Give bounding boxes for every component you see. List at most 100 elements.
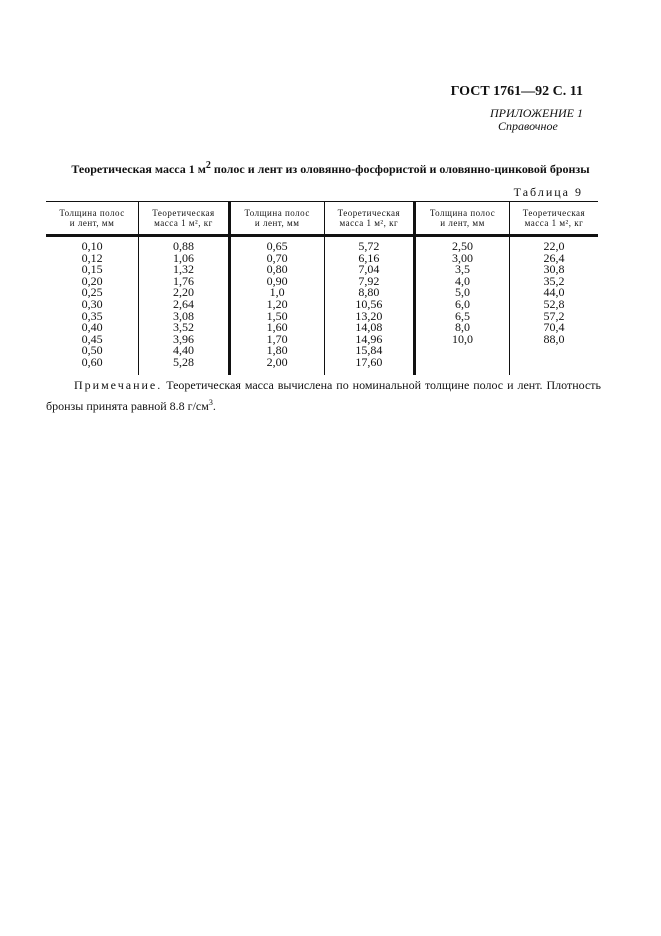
- table-value: 10,0: [452, 331, 474, 346]
- header-line: Теоретическая: [337, 208, 401, 218]
- table-value: 1,70: [266, 331, 288, 346]
- title-text: Теоретическая масса 1 м: [71, 162, 206, 176]
- table-value: 17,60: [355, 354, 383, 369]
- column-header: Теоретическая масса 1 м², кг: [138, 201, 231, 237]
- header-line: и лент, мм: [254, 218, 300, 228]
- table-value: 5,28: [172, 354, 194, 369]
- table-value: 14,96: [355, 331, 383, 346]
- table-value: 7,04: [358, 262, 380, 277]
- header-line: Толщина полос: [429, 208, 496, 218]
- table-value: 3,08: [172, 308, 194, 323]
- header-line: Толщина полос: [244, 208, 310, 218]
- column-header: Толщина полос и лент, мм: [229, 201, 325, 237]
- header-line: масса 1 м², кг: [524, 218, 584, 228]
- table-value: 0,10: [81, 239, 103, 253]
- column-header: Толщина полос и лент, мм: [46, 201, 140, 237]
- table-value: 88,0: [543, 331, 565, 346]
- column-cell: 0,88 1,06 1,32 1,76 2,20 2,64 3,08 3,52 3,96 4,40…: [138, 235, 231, 375]
- column-cell: 0,65 0,70 0,80 0,90 1,0 1,20 1,50 1,60 1,70 1,80 2…: [229, 235, 325, 375]
- table-value: 1,80: [266, 343, 288, 358]
- table-value: 2,50: [452, 239, 474, 253]
- table-value: 30,8: [543, 262, 565, 277]
- note-end: .: [212, 399, 216, 413]
- header-line: Теоретическая: [152, 208, 215, 218]
- header-line: Толщина полос: [59, 208, 125, 218]
- table-value: 22,0: [543, 239, 565, 253]
- header-line: масса 1 м², кг: [154, 218, 213, 228]
- table-value: 2,20: [172, 285, 194, 300]
- table-value: 5,0: [455, 285, 471, 300]
- table-value: 0,65: [266, 239, 288, 253]
- table-value: 0,60: [81, 354, 103, 369]
- standard-header: ГОСТ 1761—92 С. 11: [450, 84, 583, 99]
- column-cell: 2,50 3,00 3,5 4,0 5,0 6,0 6,5 8,0 10,0: [414, 235, 510, 375]
- table-value: 6,0: [455, 296, 471, 311]
- table-value: 26,4: [543, 250, 565, 265]
- table-value: 1,32: [172, 262, 194, 277]
- title-sup: 2: [205, 160, 211, 171]
- header-line: Теоретическая: [522, 208, 586, 218]
- table-value: 1,06: [172, 250, 194, 265]
- table-value: 1,76: [172, 273, 194, 288]
- header-line: масса 1 м², кг: [339, 218, 399, 228]
- table-value: 3,00: [452, 250, 474, 265]
- table-value: 13,20: [355, 308, 383, 323]
- table-value: 0,90: [266, 273, 288, 288]
- table-value: 0,15: [81, 262, 103, 277]
- table-value: 5,72: [358, 239, 380, 253]
- table-value: 1,20: [266, 296, 288, 311]
- table-value: 0,20: [81, 273, 103, 288]
- note-text: Теоретическая масса вычислена по номинал…: [46, 378, 601, 413]
- mass-table: Толщина полос и лент, мм Теоретическая масс…: [46, 201, 598, 375]
- header-line: и лент, мм: [69, 218, 115, 228]
- table-value: 44,0: [543, 285, 565, 300]
- appendix-type: Справочное: [498, 119, 558, 133]
- table-value: 0,30: [81, 296, 103, 311]
- title-text-end: полос и лент из оловянно-фосфористой и о…: [210, 162, 590, 176]
- table-value: 3,96: [172, 331, 194, 346]
- column-cell: 0,10 0,12 0,15 0,20 0,25 0,30 0,35 0,40 0,45 0,50…: [46, 235, 140, 375]
- appendix-label: ПРИЛОЖЕНИЕ 1 Справочное: [490, 106, 583, 134]
- table-value: 8,0: [455, 320, 471, 335]
- column-header: Теоретическая масса 1 м², кг: [509, 201, 598, 237]
- table-value: 3,5: [455, 262, 471, 277]
- column-cell: 5,72 6,16 7,04 7,92 8,80 10,56 13,20 14,08 14,96…: [324, 235, 417, 375]
- table-value: 1,50: [266, 308, 288, 323]
- table-value: 35,2: [543, 273, 565, 288]
- table-title: Теоретическая масса 1 м2 полос и лент из…: [0, 160, 661, 177]
- table-value: 6,5: [455, 308, 471, 323]
- column-header: Толщина полос и лент, мм: [414, 201, 510, 237]
- table-value: 15,84: [355, 343, 383, 358]
- table-value: 0,12: [81, 250, 103, 265]
- table-value: 0,40: [81, 320, 103, 335]
- column-cell: 22,0 26,4 30,8 35,2 44,0 52,8 57,2 70,4 88,0: [509, 236, 598, 375]
- note: Примечание. Теоретическая масса вычислен…: [46, 376, 601, 415]
- table-value: 0,80: [266, 262, 288, 277]
- table-value: 52,8: [543, 296, 565, 311]
- column-header: Теоретическая масса 1 м², кг: [324, 201, 417, 237]
- table-value: 0,25: [81, 285, 103, 300]
- table-value: 10,56: [355, 296, 383, 311]
- table-value: 6,16: [358, 250, 380, 265]
- table-value: 1,60: [266, 320, 288, 335]
- table-value: 1,0: [269, 285, 285, 300]
- table-number: Таблица 9: [513, 185, 583, 199]
- appendix-title: ПРИЛОЖЕНИЕ 1: [490, 106, 583, 120]
- table-value: 3,52: [172, 320, 194, 335]
- table-value: 0,50: [81, 343, 103, 358]
- table-value: 7,92: [358, 273, 380, 288]
- note-sup: 3: [208, 398, 213, 407]
- note-label: Примечание.: [74, 378, 163, 392]
- table-value: 8,80: [358, 285, 380, 300]
- table-value: 0,88: [172, 239, 194, 253]
- table-value: 2,00: [266, 354, 288, 369]
- header-line: и лент, мм: [440, 218, 485, 228]
- table-value: 4,40: [172, 343, 194, 358]
- table-value: 0,45: [81, 331, 103, 346]
- table-value: 0,70: [266, 250, 288, 265]
- table-value: 4,0: [455, 273, 471, 288]
- table-value: 57,2: [543, 308, 565, 323]
- table-value: 2,64: [172, 296, 194, 311]
- table-value: 14,08: [355, 320, 383, 335]
